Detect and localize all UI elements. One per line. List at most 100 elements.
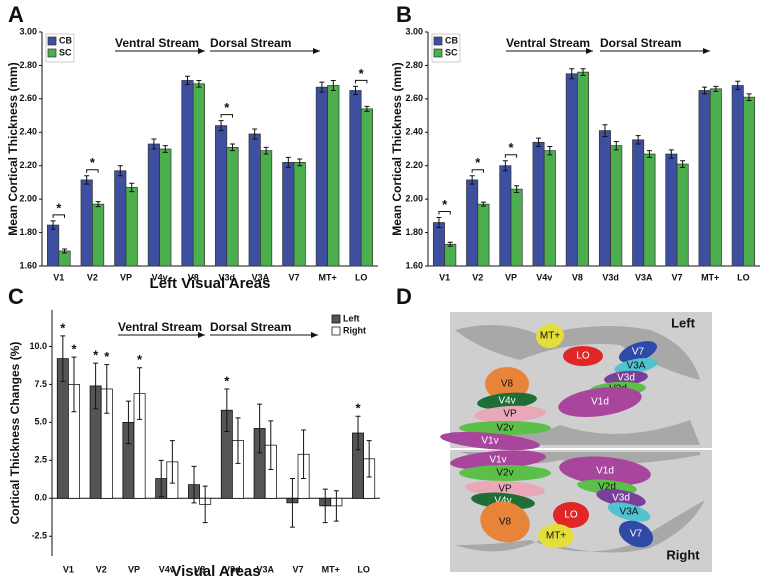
error-bar	[366, 440, 372, 478]
significance-marker: *	[359, 66, 365, 81]
x-axis-label: Left Visual Areas	[150, 275, 271, 292]
x-tick-label: V7	[671, 272, 682, 282]
legend-label: SC	[59, 47, 72, 57]
bar	[159, 148, 172, 267]
x-tick-label: V4v	[159, 564, 175, 574]
x-tick-label: V3A	[635, 272, 653, 282]
significance-marker: *	[90, 155, 96, 170]
y-tick-label: 2.40	[405, 127, 423, 137]
error-bar	[301, 429, 307, 480]
significance-marker: *	[475, 155, 481, 170]
bar	[499, 165, 512, 267]
error-bar	[333, 490, 339, 522]
brain-region	[559, 456, 651, 486]
region-label: V1v	[481, 436, 498, 447]
x-tick-label: VP	[505, 272, 517, 282]
bar	[432, 222, 445, 267]
stream-label: Dorsal Stream	[210, 36, 291, 50]
significance-bracket	[504, 154, 518, 158]
x-tick-label: V3d	[219, 272, 236, 282]
region-label: LO	[564, 510, 578, 521]
legend-swatch	[433, 36, 443, 46]
x-tick-label: V8	[572, 272, 583, 282]
error-bar	[50, 220, 56, 230]
x-tick-label: V1	[53, 272, 64, 282]
bar	[315, 86, 328, 267]
y-tick-label: 2.60	[405, 93, 423, 103]
error-bar	[355, 415, 361, 451]
error-bar	[668, 149, 674, 159]
panel-d: DMT+LOV8V4vVPV2vV1vV7V3AV3dV2dV1dLeftV1v…	[396, 284, 700, 563]
y-tick-label: 2.00	[405, 194, 423, 204]
bar	[147, 143, 160, 267]
region-label: V1d	[591, 397, 609, 408]
legend-label: CB	[59, 35, 72, 45]
bar	[731, 85, 744, 267]
panel-letter: B	[396, 2, 412, 27]
x-tick-label: V3d	[224, 564, 241, 574]
error-bar	[352, 85, 358, 96]
bar	[293, 162, 306, 267]
significance-marker: *	[355, 401, 361, 416]
x-tick-label: V1	[63, 564, 74, 574]
stream-label: Dorsal Stream	[600, 36, 681, 50]
error-bar	[436, 217, 442, 229]
brain-region	[471, 492, 535, 510]
brain-region	[538, 524, 574, 548]
legend-swatch	[47, 36, 57, 46]
brain-region	[596, 489, 646, 507]
significance-marker: *	[137, 352, 143, 367]
error-bar	[735, 80, 741, 91]
error-bar	[289, 478, 295, 528]
brain-region	[604, 370, 648, 386]
y-tick-label: 1.80	[405, 227, 423, 237]
x-tick-label: V2	[472, 272, 483, 282]
region-label: V8	[501, 379, 514, 390]
bar	[80, 179, 93, 267]
bar	[327, 85, 340, 267]
y-tick-label: 2.20	[405, 160, 423, 170]
region-label: MT+	[540, 331, 560, 342]
x-tick-label: V1	[439, 272, 450, 282]
x-tick-label: LO	[355, 272, 368, 282]
error-bar	[635, 135, 641, 145]
stream-label: Ventral Stream	[506, 36, 590, 50]
error-bar	[224, 388, 230, 432]
error-bar	[169, 440, 175, 484]
x-tick-label: V3d	[602, 272, 619, 282]
y-tick-label: 0.0	[34, 493, 47, 503]
error-bar	[202, 485, 208, 524]
y-tick-label: 2.40	[19, 127, 37, 137]
error-bar	[322, 488, 328, 524]
error-bar	[613, 140, 619, 151]
region-label: MT+	[546, 531, 566, 542]
region-label: V1v	[489, 455, 506, 466]
significance-bracket	[86, 169, 99, 173]
error-bar	[62, 248, 68, 254]
region-label: V7	[630, 529, 643, 540]
region-label: V1d	[596, 466, 614, 477]
significance-marker: *	[56, 200, 62, 215]
bar	[125, 187, 138, 267]
bar	[743, 96, 756, 267]
hemisphere-label: Left	[671, 315, 696, 330]
error-bar	[330, 79, 336, 91]
region-label: V3d	[612, 493, 630, 504]
brain-region	[474, 405, 546, 423]
chart-panel: A Mean Cortical Thickness (mm) Left Visual…	[6, 2, 378, 292]
x-tick-label: V2	[87, 272, 98, 282]
error-bar	[469, 175, 475, 185]
error-bar	[580, 68, 586, 76]
x-tick-label: MT+	[701, 272, 719, 282]
x-tick-label: V4v	[536, 272, 552, 282]
legend-swatch	[47, 48, 57, 58]
sulci	[455, 325, 700, 380]
x-tick-label: V4v	[152, 272, 168, 282]
error-bar	[151, 138, 157, 150]
bar	[248, 133, 261, 267]
significance-marker: *	[442, 197, 448, 212]
significance-bracket	[438, 211, 451, 215]
hemisphere-label: Right	[666, 547, 700, 562]
x-tick-label: V8	[194, 564, 205, 574]
